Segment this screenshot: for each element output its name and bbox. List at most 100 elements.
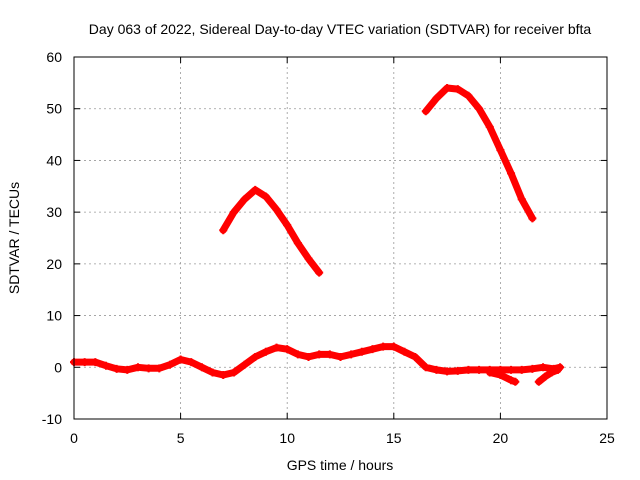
data-point xyxy=(155,364,164,373)
data-point xyxy=(197,363,206,372)
data-point xyxy=(528,214,537,223)
y-axis-label: SDTVAR / TECUs xyxy=(6,182,22,294)
data-point xyxy=(541,372,550,381)
data-point xyxy=(133,363,142,372)
data-point xyxy=(91,358,100,367)
data-point xyxy=(475,104,484,113)
data-point xyxy=(315,350,324,359)
data-point xyxy=(507,169,516,178)
data-point xyxy=(443,367,452,376)
data-point xyxy=(389,342,398,351)
data-point xyxy=(534,377,543,386)
data-point xyxy=(507,365,516,374)
data-point xyxy=(144,364,153,373)
data-point xyxy=(251,352,260,361)
data-point xyxy=(187,358,196,367)
data-point xyxy=(453,366,462,375)
data-point xyxy=(485,368,494,377)
x-tick-label: 20 xyxy=(493,430,509,446)
data-point xyxy=(464,91,473,100)
series-arc-tail xyxy=(534,365,562,386)
data-point xyxy=(208,368,217,377)
x-tick-label: 5 xyxy=(177,430,185,446)
x-tick-label: 10 xyxy=(279,430,295,446)
data-point xyxy=(553,365,562,374)
data-point xyxy=(347,350,356,359)
y-tick-label: 60 xyxy=(46,49,62,65)
data-point xyxy=(539,363,548,372)
chart-title: Day 063 of 2022, Sidereal Day-to-day VTE… xyxy=(89,21,592,37)
grid xyxy=(74,57,607,419)
data-point xyxy=(293,350,302,359)
data-point xyxy=(421,363,430,372)
tick-labels: 0 5 10 15 20 25 -10 0 10 20 30 40 50 60 xyxy=(42,49,615,446)
data-point xyxy=(101,361,110,370)
data-point xyxy=(165,360,174,369)
data-point xyxy=(272,205,281,214)
plot-frame xyxy=(73,56,608,420)
data-point xyxy=(112,364,121,373)
data-point xyxy=(511,377,520,386)
series-band xyxy=(219,186,323,277)
data-point xyxy=(496,371,505,380)
data-point xyxy=(464,365,473,374)
y-tick-label: 50 xyxy=(46,101,62,117)
data-point xyxy=(336,352,345,361)
data-point xyxy=(547,368,556,377)
data-point xyxy=(475,365,484,374)
data-point xyxy=(443,84,452,93)
data-point xyxy=(453,85,462,94)
data-point xyxy=(304,352,313,361)
data-point xyxy=(432,365,441,374)
data-point xyxy=(176,355,185,364)
data-point xyxy=(293,239,302,248)
data-point xyxy=(80,358,89,367)
series-layer xyxy=(70,84,565,386)
data-point xyxy=(251,185,260,194)
data-point xyxy=(517,365,526,374)
data-point xyxy=(272,343,281,352)
data-point xyxy=(229,208,238,217)
series-arc-high xyxy=(421,84,537,223)
data-point xyxy=(240,195,249,204)
series-band xyxy=(535,366,562,386)
data-point xyxy=(496,146,505,155)
data-point xyxy=(315,268,324,277)
data-point xyxy=(379,342,388,351)
data-point xyxy=(507,376,516,385)
x-tick-label: 25 xyxy=(599,430,615,446)
series-arc-mid xyxy=(219,185,324,277)
data-point xyxy=(368,345,377,354)
data-point xyxy=(325,350,334,359)
x-axis-label: GPS time / hours xyxy=(287,457,394,473)
y-tick-label: 30 xyxy=(46,204,62,220)
data-point xyxy=(283,221,292,230)
x-tick-label: 0 xyxy=(70,430,78,446)
ticks xyxy=(73,56,608,420)
series-arc-low xyxy=(70,342,565,380)
data-point xyxy=(411,352,420,361)
data-point xyxy=(229,368,238,377)
y-tick-label: 10 xyxy=(46,308,62,324)
data-point xyxy=(283,345,292,354)
data-point xyxy=(400,347,409,356)
data-point xyxy=(261,347,270,356)
y-tick-label: -10 xyxy=(42,411,62,427)
data-point xyxy=(432,94,441,103)
data-point xyxy=(517,195,526,204)
data-point xyxy=(485,122,494,131)
data-point xyxy=(219,371,228,380)
data-point xyxy=(123,365,132,374)
data-point xyxy=(357,347,366,356)
y-tick-label: 20 xyxy=(46,256,62,272)
x-tick-label: 15 xyxy=(386,430,402,446)
series-arc-dip xyxy=(485,368,520,386)
data-point xyxy=(421,107,430,116)
data-point xyxy=(304,254,313,263)
data-point xyxy=(528,364,537,373)
data-point xyxy=(219,226,228,235)
y-tick-label: 0 xyxy=(54,359,62,375)
data-point xyxy=(261,192,270,201)
data-point xyxy=(240,360,249,369)
